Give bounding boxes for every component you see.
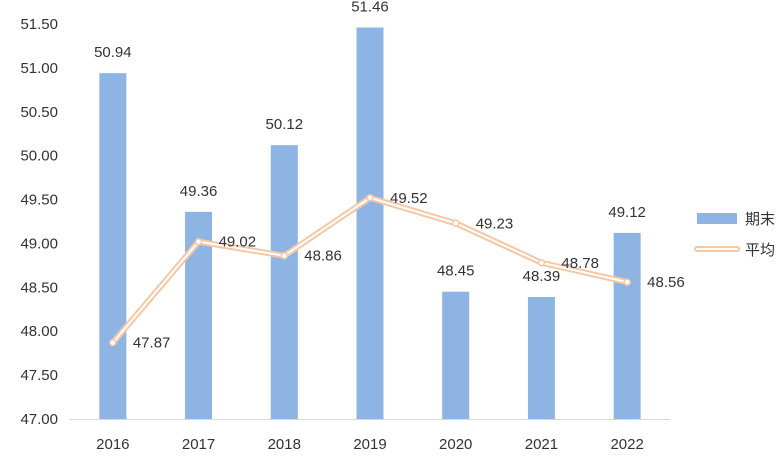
x-tick-label: 2019 [353, 436, 386, 453]
legend-line-label: 平均 [745, 242, 775, 259]
y-tick-label: 48.00 [20, 323, 58, 340]
line-point [451, 219, 460, 228]
x-tick-label: 2016 [96, 436, 129, 453]
legend-bar-swatch [697, 213, 737, 224]
x-tick-label: 2018 [268, 436, 301, 453]
line-point [537, 259, 546, 267]
bar [356, 27, 384, 420]
bar-data-label: 49.12 [608, 204, 646, 221]
line-data-label: 47.87 [133, 335, 171, 352]
y-axis-ticks: 47.00 47.50 48.00 48.50 49.00 49.50 50.00 50.50… [20, 16, 58, 428]
x-tick-label: 2021 [525, 436, 558, 453]
x-tick-label: 2020 [439, 436, 472, 453]
bar-data-label: 50.12 [266, 116, 304, 133]
line-data-label: 48.56 [647, 274, 685, 291]
bar-data-label: 51.46 [351, 0, 389, 16]
bar [99, 73, 127, 420]
line-point [366, 194, 374, 202]
line-point [194, 237, 203, 246]
line-point [280, 251, 289, 260]
bar-series [99, 27, 641, 420]
y-tick-label: 47.50 [20, 367, 58, 384]
line-data-label: 49.23 [476, 215, 514, 232]
y-tick-label: 51.00 [20, 60, 58, 77]
bar [613, 232, 641, 419]
y-tick-label: 48.50 [20, 279, 58, 296]
line-data-label: 49.52 [390, 190, 428, 207]
y-tick-label: 47.00 [20, 411, 58, 428]
bar-data-label: 49.36 [180, 183, 218, 200]
line-point [623, 278, 631, 286]
x-axis-ticks: 2016 2017 2018 2019 2020 2021 2022 [96, 436, 644, 453]
line-data-label: 48.78 [561, 255, 599, 272]
bar-data-label: 50.94 [94, 44, 132, 61]
bar-data-label: 48.39 [523, 268, 561, 285]
legend-bar-label: 期末 [745, 211, 775, 228]
line-point [109, 338, 117, 347]
line-data-label: 49.02 [219, 234, 257, 251]
x-tick-label: 2022 [610, 436, 643, 453]
line-series [109, 194, 631, 347]
line-data-labels: 47.87 49.02 48.86 49.52 49.23 48.78 48.56 [133, 190, 685, 352]
x-tick-label: 2017 [182, 436, 215, 453]
bar [270, 145, 298, 419]
bar [442, 291, 470, 419]
bar-data-label: 48.45 [437, 263, 475, 280]
y-tick-label: 50.50 [20, 104, 58, 121]
bar [527, 296, 555, 419]
y-tick-label: 49.50 [20, 192, 58, 209]
y-tick-label: 51.50 [20, 16, 58, 33]
bar-data-labels: 50.94 49.36 50.12 51.46 48.45 48.39 49.12 [94, 0, 646, 285]
y-tick-label: 49.00 [20, 235, 58, 252]
bar [185, 211, 213, 419]
y-tick-label: 50.00 [20, 148, 58, 165]
line-data-label: 48.86 [304, 248, 342, 265]
